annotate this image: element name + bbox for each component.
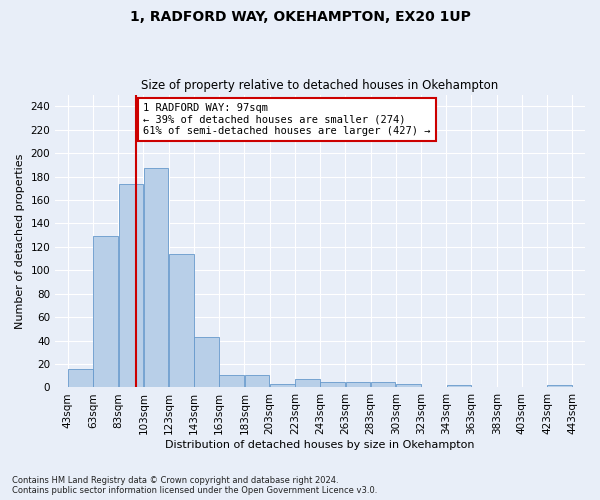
Bar <box>371 382 395 388</box>
Text: 1, RADFORD WAY, OKEHAMPTON, EX20 1UP: 1, RADFORD WAY, OKEHAMPTON, EX20 1UP <box>130 10 470 24</box>
X-axis label: Distribution of detached houses by size in Okehampton: Distribution of detached houses by size … <box>166 440 475 450</box>
Bar <box>396 384 421 388</box>
Bar <box>245 374 269 388</box>
Bar <box>320 382 345 388</box>
Bar <box>220 374 244 388</box>
Bar <box>169 254 194 388</box>
Bar <box>119 184 143 388</box>
Title: Size of property relative to detached houses in Okehampton: Size of property relative to detached ho… <box>142 79 499 92</box>
Bar <box>346 382 370 388</box>
Bar <box>547 385 572 388</box>
Bar <box>68 368 92 388</box>
Bar <box>270 384 295 388</box>
Text: Contains HM Land Registry data © Crown copyright and database right 2024.
Contai: Contains HM Land Registry data © Crown c… <box>12 476 377 495</box>
Text: 1 RADFORD WAY: 97sqm
← 39% of detached houses are smaller (274)
61% of semi-deta: 1 RADFORD WAY: 97sqm ← 39% of detached h… <box>143 103 431 136</box>
Bar <box>144 168 169 388</box>
Bar <box>194 337 219 388</box>
Y-axis label: Number of detached properties: Number of detached properties <box>15 154 25 328</box>
Bar <box>94 236 118 388</box>
Bar <box>446 385 471 388</box>
Bar <box>295 380 320 388</box>
